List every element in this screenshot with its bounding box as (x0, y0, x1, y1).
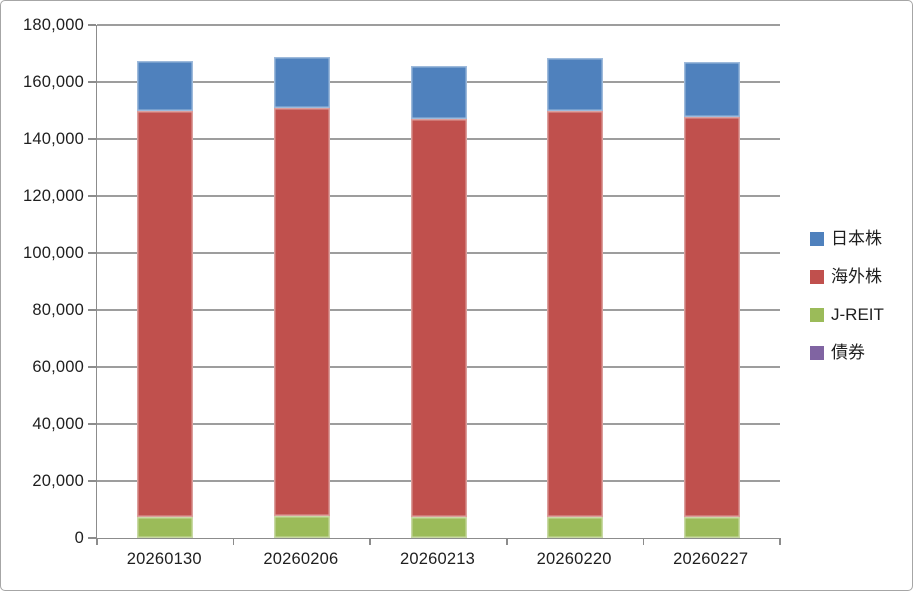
bar-segment-japan-stocks[interactable] (683, 62, 740, 117)
x-axis-tick (232, 538, 235, 545)
x-axis-tick (96, 538, 98, 545)
bar-segment-japan-stocks[interactable] (137, 60, 194, 111)
legend-item-foreign-stocks[interactable]: 海外株 (810, 266, 910, 288)
y-axis-tick-label: 100,000 (22, 244, 84, 262)
bar-20260227 (683, 25, 740, 538)
y-axis-tick-label: 80,000 (32, 301, 84, 319)
y-axis-tick (88, 24, 96, 26)
bar-segment-foreign-stocks[interactable] (683, 116, 740, 517)
bar-segment-j-reit[interactable] (547, 516, 604, 538)
x-axis-labels: 20260130 20260206 20260213 20260220 20260227 (96, 548, 779, 570)
legend-item-bonds[interactable]: 債券 (810, 342, 910, 364)
y-axis-tick (88, 480, 96, 482)
bar-segment-j-reit[interactable] (410, 517, 467, 538)
bar-segment-j-reit[interactable] (273, 516, 330, 538)
y-axis-tick-label: 140,000 (22, 130, 84, 148)
y-axis-tick-label: 40,000 (32, 415, 84, 433)
bar-20260220 (547, 25, 604, 538)
x-axis-tick (779, 538, 781, 545)
bar-20260213 (410, 25, 467, 538)
legend-label-japan-stocks: 日本株 (831, 229, 882, 248)
bar-segment-foreign-stocks[interactable] (137, 110, 194, 517)
bar-segment-foreign-stocks[interactable] (273, 107, 330, 517)
bar-segment-japan-stocks[interactable] (547, 58, 604, 111)
legend-item-j-reit[interactable]: J-REIT (810, 304, 910, 326)
y-axis-labels: 180,000 160,000 140,000 120,000 100,000 80,00… (1, 1, 84, 590)
legend-label-bonds: 債券 (831, 343, 865, 362)
y-axis-tick (88, 81, 96, 83)
y-axis-tick (88, 252, 96, 254)
legend-swatch-bonds (810, 346, 824, 360)
plot-area[interactable] (88, 24, 781, 545)
legend-label-foreign-stocks: 海外株 (831, 267, 882, 286)
x-axis-tick (506, 538, 508, 545)
legend[interactable]: 日本株海外株 J-REIT 債券 (810, 228, 910, 380)
x-axis-tick-label: 20260206 (263, 550, 339, 568)
y-axis-tick-label: 180,000 (22, 16, 84, 34)
y-axis-tick (88, 195, 96, 197)
x-axis-tick (369, 538, 371, 545)
legend-label-j-reit: J-REIT (831, 305, 884, 324)
y-axis-tick-label: 160,000 (22, 73, 84, 91)
x-axis-tick-label: 20260220 (536, 550, 612, 568)
legend-swatch-j-reit (810, 308, 824, 322)
y-axis-tick (88, 138, 96, 140)
legend-swatch-japan-stocks (810, 232, 824, 246)
y-axis-tick-label: 0 (74, 529, 84, 547)
legend-swatch-foreign-stocks (810, 270, 824, 284)
y-axis-tick-label: 60,000 (32, 358, 84, 376)
x-axis-tick-label: 20260130 (126, 550, 202, 568)
bar-segment-japan-stocks[interactable] (410, 66, 467, 120)
y-axis-tick-label: 120,000 (22, 187, 84, 205)
y-axis-tick (88, 309, 96, 311)
bar-segment-japan-stocks[interactable] (273, 57, 330, 108)
x-axis-tick-label: 20260213 (399, 550, 476, 568)
bar-segment-j-reit[interactable] (137, 516, 194, 538)
bar-segment-foreign-stocks[interactable] (547, 110, 604, 517)
x-axis-tick (642, 538, 645, 545)
y-axis-tick (88, 423, 96, 425)
bar-20260130 (137, 25, 194, 538)
y-axis-tick (88, 366, 96, 368)
bar-segment-j-reit[interactable] (683, 516, 740, 538)
x-axis-tick-label: 20260227 (673, 550, 749, 568)
y-axis-tick (88, 537, 96, 539)
gridline (97, 24, 780, 26)
y-axis-tick-label: 20,000 (32, 472, 84, 490)
legend-item-japan-stocks[interactable]: 日本株 (810, 228, 910, 250)
bar-20260206 (273, 25, 330, 538)
bar-segment-foreign-stocks[interactable] (410, 119, 467, 518)
